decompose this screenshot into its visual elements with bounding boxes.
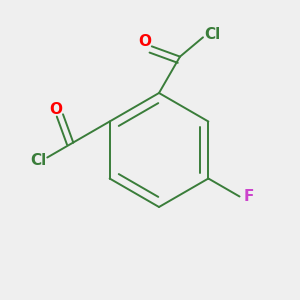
Text: Cl: Cl	[204, 27, 220, 42]
Text: O: O	[138, 34, 151, 50]
Text: O: O	[49, 102, 62, 117]
Text: Cl: Cl	[30, 153, 46, 168]
Text: F: F	[243, 189, 254, 204]
